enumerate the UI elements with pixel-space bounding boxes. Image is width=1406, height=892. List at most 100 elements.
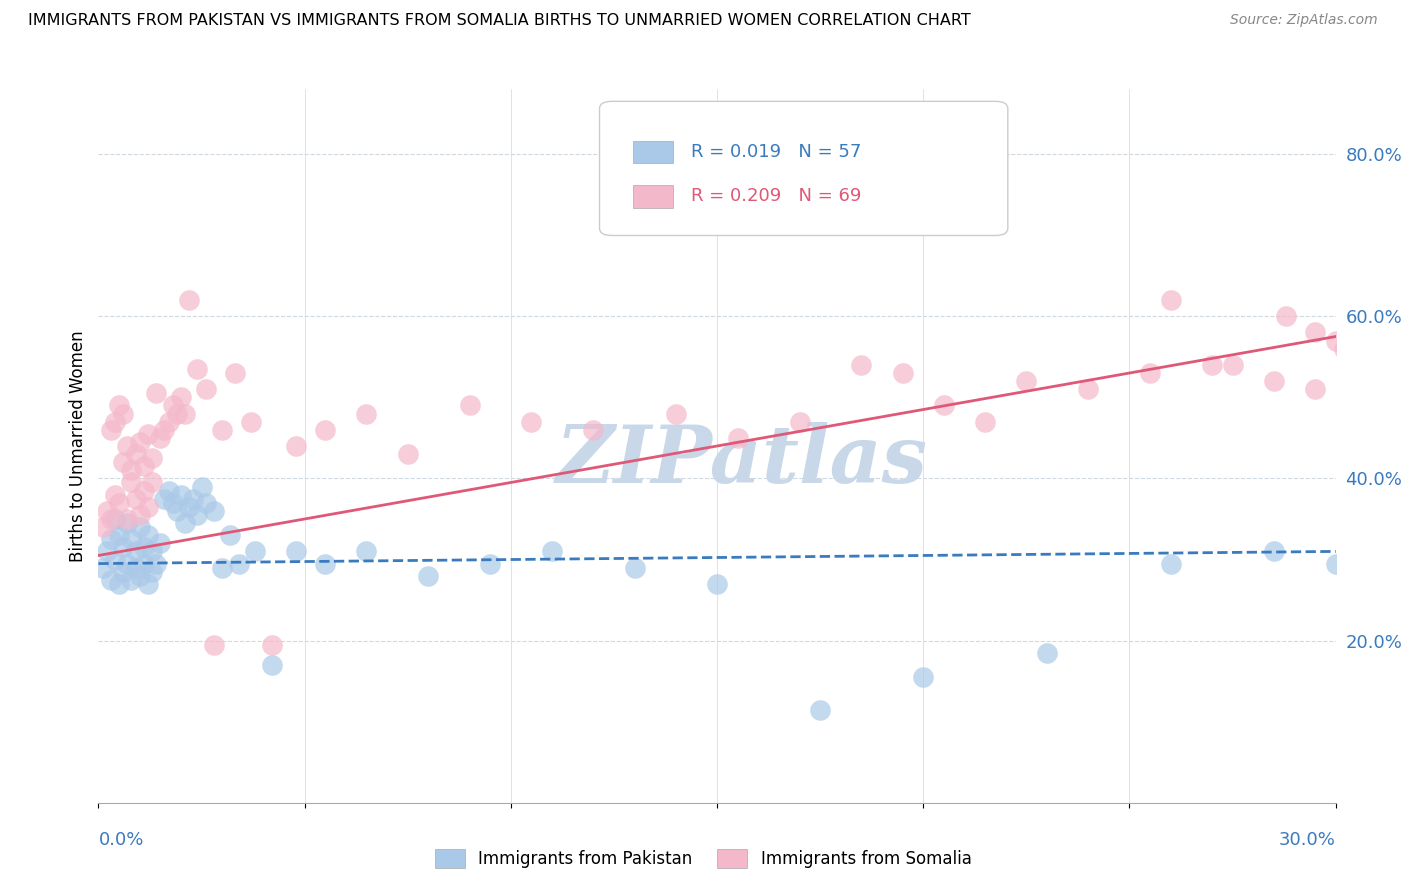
Point [124,491,146,506]
Y-axis label: Births to Unmarried Women: Births to Unmarried Women [69,330,87,562]
Point [808,702,831,716]
Point [211,560,233,574]
Point [174,407,197,421]
Point [108,577,131,591]
Point [157,415,180,429]
Point [479,557,502,571]
Point [1303,382,1326,396]
Point [136,577,159,591]
Point [789,415,811,429]
Point [100,533,122,547]
Point [418,568,440,582]
Point [108,399,131,413]
Point [141,451,163,466]
Point [1263,544,1285,558]
Point [356,407,378,421]
Point [194,382,217,396]
Point [124,544,146,558]
Point [314,557,336,571]
Point [149,536,172,550]
Point [128,568,150,582]
Point [136,528,159,542]
Point [166,504,188,518]
Point [912,670,935,684]
Point [120,573,142,587]
Point [128,508,150,522]
Point [108,496,131,510]
Point [932,399,955,413]
Point [145,386,167,401]
Point [91,560,114,574]
Point [132,483,155,498]
Point [117,516,139,530]
Point [112,565,135,579]
Text: R = 0.209   N = 69: R = 0.209 N = 69 [692,187,862,205]
Point [891,366,914,380]
Point [100,423,122,437]
Point [541,544,564,558]
Point [124,447,146,461]
Point [1324,334,1347,348]
Point [260,638,283,652]
Point [136,426,159,441]
Point [179,500,201,514]
Point [1201,358,1223,372]
Point [285,439,308,453]
Point [120,463,142,477]
Point [112,407,135,421]
Point [1015,374,1038,388]
Point [706,577,728,591]
Point [153,423,176,437]
Point [181,491,204,506]
Point [1139,366,1161,380]
Text: R = 0.019   N = 57: R = 0.019 N = 57 [692,143,862,161]
Point [100,512,122,526]
Point [186,362,208,376]
Point [120,533,142,547]
Point [149,431,172,445]
Point [1275,310,1298,324]
Point [1324,557,1347,571]
Point [202,638,225,652]
Point [96,544,118,558]
Point [162,399,184,413]
Point [1263,374,1285,388]
Point [174,516,197,530]
Point [623,560,645,574]
Point [228,557,250,571]
Point [520,415,543,429]
FancyBboxPatch shape [633,141,672,163]
Point [170,390,193,404]
Point [132,541,155,555]
Point [117,512,139,526]
Point [851,358,873,372]
Point [211,423,233,437]
Point [124,560,146,574]
Point [136,500,159,514]
Point [190,479,212,493]
Point [1036,646,1059,660]
Point [128,434,150,449]
Point [260,657,283,672]
Point [128,520,150,534]
Point [153,491,176,506]
Text: IMMIGRANTS FROM PAKISTAN VS IMMIGRANTS FROM SOMALIA BIRTHS TO UNMARRIED WOMEN CO: IMMIGRANTS FROM PAKISTAN VS IMMIGRANTS F… [28,13,972,29]
Point [1333,342,1355,356]
Point [166,407,188,421]
Point [170,488,193,502]
FancyBboxPatch shape [633,185,672,208]
Text: ZIPatlas: ZIPatlas [555,422,928,499]
Text: 30.0%: 30.0% [1279,831,1336,849]
Point [132,557,155,571]
Point [132,459,155,474]
Point [202,504,225,518]
Point [104,488,127,502]
Point [112,541,135,555]
Point [162,496,184,510]
Point [186,508,208,522]
Point [1357,350,1379,364]
Point [157,483,180,498]
Text: 0.0%: 0.0% [98,831,143,849]
Point [91,520,114,534]
Point [96,504,118,518]
